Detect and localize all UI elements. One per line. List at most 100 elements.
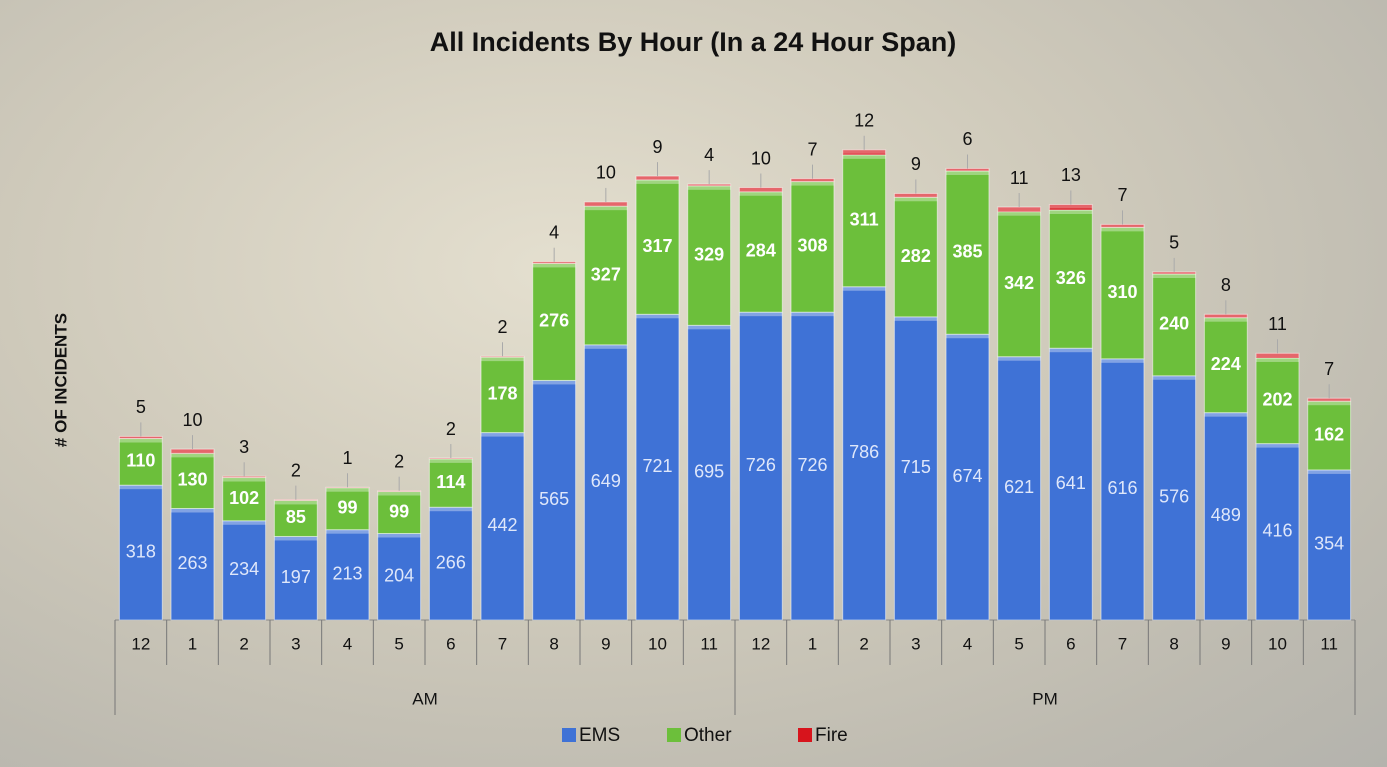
bar-segment [1048,347,1093,621]
bar-segment [1100,226,1145,360]
bar-segment [1100,358,1145,621]
data-label: 2 [291,460,301,480]
x-tick-label: 1 [188,634,197,653]
data-label: 224 [1211,354,1241,374]
data-label: 649 [591,471,621,491]
data-label: 726 [797,455,827,475]
bar-highlight [894,193,938,198]
group-label: PM [1032,689,1058,708]
data-label: 7 [1117,185,1127,205]
bar-highlight [687,325,731,330]
bar-segment [635,179,680,315]
chart-title: All Incidents By Hour (In a 24 Hour Span… [430,27,957,57]
data-label: 565 [539,489,569,509]
bar-highlight [119,485,163,490]
bar-highlight [1204,412,1248,417]
data-label: 318 [126,541,156,561]
bar-highlight [739,312,783,317]
data-label: 11 [1268,314,1287,334]
data-label: 311 [850,210,879,230]
bar-highlight [842,286,886,291]
bar-highlight [429,458,473,459]
bar-segment [377,533,422,621]
x-tick-label: 11 [700,634,718,653]
legend-swatch [562,728,576,742]
data-label: 204 [384,566,414,586]
bar-segment [532,262,577,381]
bar-highlight [997,207,1041,212]
data-label: 726 [746,455,776,475]
x-tick-label: 3 [911,634,920,653]
bar-highlight [1256,443,1299,448]
data-label: 3 [239,437,249,457]
bar-highlight [429,458,473,463]
bar-highlight [1256,357,1299,362]
y-axis-label: # OF INCIDENTS [51,313,70,447]
bar-segment [118,438,163,486]
bar-highlight [222,520,266,525]
bar-segment [377,491,422,535]
bar-segment [583,205,628,346]
bar-segment [790,181,835,313]
bar-segment [428,458,473,508]
data-label: 326 [1056,268,1086,288]
x-tick-label: 1 [808,634,817,653]
data-label: 442 [487,515,517,535]
bar-highlight [377,533,421,538]
bar-segment [1203,412,1248,621]
bar-segment [997,356,1042,621]
legend-label: EMS [579,725,620,746]
x-tick-label: 8 [549,634,558,653]
x-tick-label: 5 [1014,634,1023,653]
bar-highlight [997,211,1041,216]
data-label: 240 [1159,314,1189,334]
x-tick-label: 7 [498,634,507,653]
x-tick-label: 10 [648,634,667,653]
data-label: 721 [642,456,672,476]
data-label: 2 [497,317,507,337]
x-tick-label: 6 [1066,634,1075,653]
data-label: 10 [751,148,771,168]
bar-highlight [274,499,318,501]
x-tick-label: 9 [1221,634,1230,653]
bar-highlight [1307,398,1351,402]
bar-highlight [1204,314,1248,318]
bar-segment [222,520,267,621]
data-label: 162 [1314,424,1344,444]
data-label: 621 [1004,477,1034,497]
data-label: 786 [849,442,879,462]
bar-segment [842,286,887,621]
bar-highlight [1204,317,1248,322]
bar-segment [583,344,628,621]
data-label: 7 [807,139,817,159]
data-label: 13 [1061,165,1081,185]
data-label: 85 [286,507,306,527]
bar-highlight [274,500,318,505]
bar-highlight [429,507,473,512]
bar-highlight [1152,274,1196,279]
data-label: 197 [281,567,311,587]
bar-highlight [1101,358,1144,363]
legend-label: Other [684,725,732,746]
legend-label: Fire [815,725,848,746]
bar-highlight [481,356,524,358]
bar-segment [893,316,938,621]
bar-highlight [687,185,731,190]
bar-highlight [222,476,266,478]
bar-highlight [946,170,989,175]
bar-highlight [636,176,679,180]
bar-segment [325,529,370,621]
bar-highlight [636,179,679,184]
x-tick-label: 12 [751,634,770,653]
x-tick-label: 4 [343,634,352,653]
data-label: 354 [1314,534,1344,554]
bar-highlight [842,154,886,159]
data-label: 8 [1221,275,1231,295]
bar-highlight [1049,348,1093,353]
data-label: 282 [901,246,931,266]
x-tick-label: 8 [1169,634,1178,653]
data-label: 308 [797,236,827,256]
bar-highlight [119,436,163,439]
group-label: AM [412,689,438,708]
